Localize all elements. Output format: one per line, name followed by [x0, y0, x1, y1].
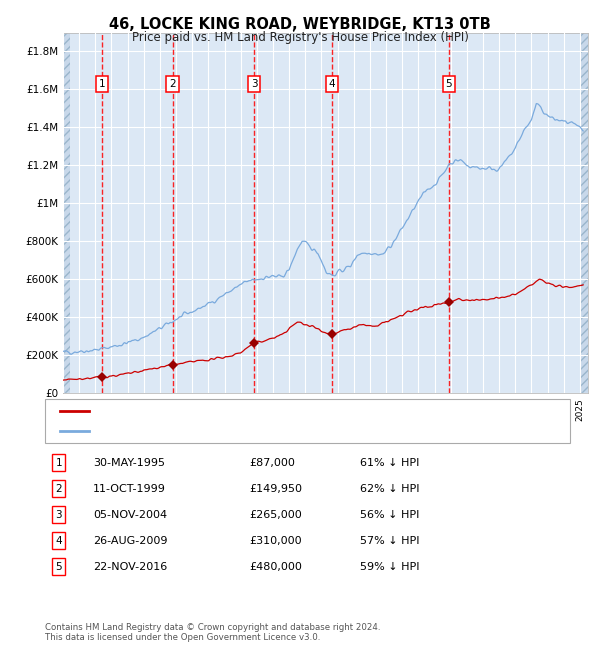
Bar: [63, 32, 70, 393]
Bar: [581, 32, 588, 393]
Text: 62% ↓ HPI: 62% ↓ HPI: [360, 484, 419, 494]
Text: Price paid vs. HM Land Registry's House Price Index (HPI): Price paid vs. HM Land Registry's House …: [131, 31, 469, 44]
Text: 22-NOV-2016: 22-NOV-2016: [93, 562, 167, 572]
Text: £149,950: £149,950: [249, 484, 302, 494]
Text: £310,000: £310,000: [249, 536, 302, 546]
Text: 46, LOCKE KING ROAD, WEYBRIDGE, KT13 0TB (detached house): 46, LOCKE KING ROAD, WEYBRIDGE, KT13 0TB…: [93, 406, 409, 417]
Text: 11-OCT-1999: 11-OCT-1999: [93, 484, 166, 494]
Bar: [581, 32, 588, 393]
Text: 61% ↓ HPI: 61% ↓ HPI: [360, 458, 419, 468]
Text: 05-NOV-2004: 05-NOV-2004: [93, 510, 167, 520]
Text: £480,000: £480,000: [249, 562, 302, 572]
Text: £87,000: £87,000: [249, 458, 295, 468]
Text: 4: 4: [329, 79, 335, 89]
Text: 1: 1: [98, 79, 105, 89]
Text: 57% ↓ HPI: 57% ↓ HPI: [360, 536, 419, 546]
Bar: [63, 32, 70, 393]
Text: Contains HM Land Registry data © Crown copyright and database right 2024.
This d: Contains HM Land Registry data © Crown c…: [45, 623, 380, 642]
Text: 26-AUG-2009: 26-AUG-2009: [93, 536, 167, 546]
Text: HPI: Average price, detached house, Elmbridge: HPI: Average price, detached house, Elmb…: [93, 426, 323, 436]
Text: 5: 5: [55, 562, 62, 572]
Text: 1: 1: [55, 458, 62, 468]
Text: 2: 2: [55, 484, 62, 494]
Text: £265,000: £265,000: [249, 510, 302, 520]
Text: 56% ↓ HPI: 56% ↓ HPI: [360, 510, 419, 520]
Text: 59% ↓ HPI: 59% ↓ HPI: [360, 562, 419, 572]
Text: 2: 2: [169, 79, 176, 89]
Text: 3: 3: [55, 510, 62, 520]
Text: 30-MAY-1995: 30-MAY-1995: [93, 458, 165, 468]
Text: 4: 4: [55, 536, 62, 546]
Text: 46, LOCKE KING ROAD, WEYBRIDGE, KT13 0TB: 46, LOCKE KING ROAD, WEYBRIDGE, KT13 0TB: [109, 17, 491, 32]
Text: 5: 5: [446, 79, 452, 89]
Text: 3: 3: [251, 79, 257, 89]
